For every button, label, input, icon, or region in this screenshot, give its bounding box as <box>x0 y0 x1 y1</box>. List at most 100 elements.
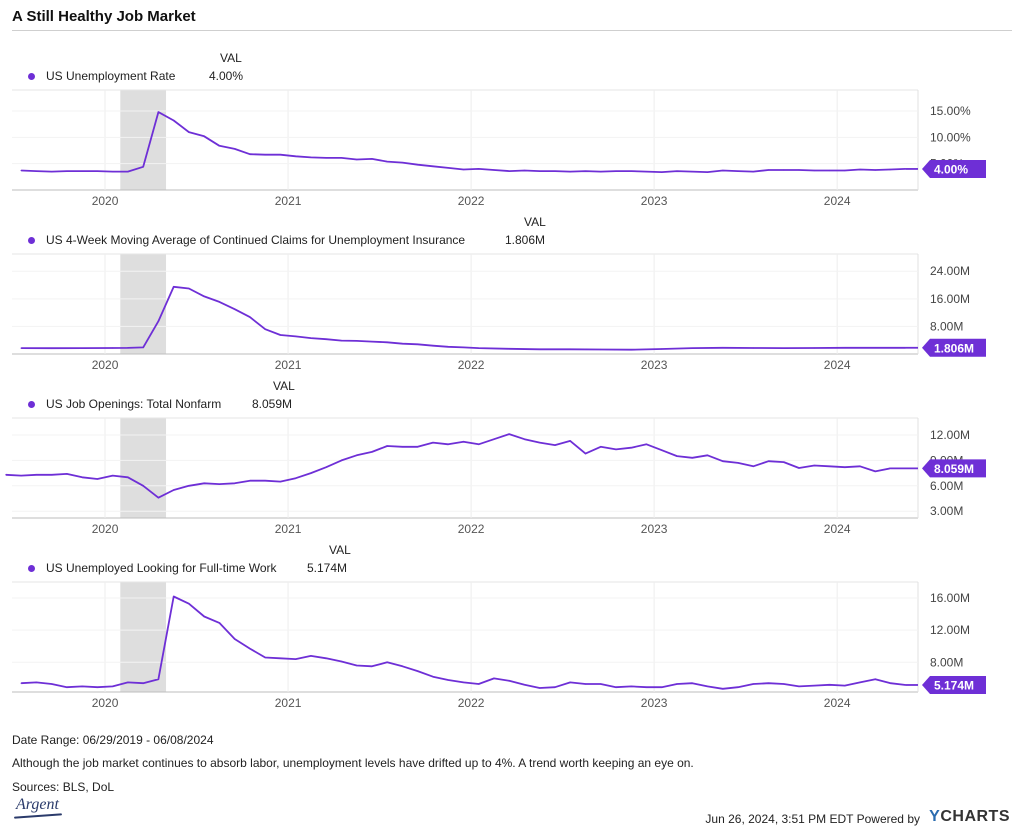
data-point <box>203 295 205 298</box>
data-point <box>722 688 724 690</box>
data-point <box>325 338 327 340</box>
data-point <box>188 485 190 487</box>
data-point <box>249 316 251 318</box>
y-tick-label: 12.00M <box>930 623 970 637</box>
data-point <box>661 686 663 688</box>
data-point <box>234 638 236 640</box>
data-point <box>112 347 114 349</box>
data-point <box>295 155 297 157</box>
data-point <box>767 460 770 462</box>
data-point <box>386 160 388 163</box>
legend-val-header: VAL <box>220 51 242 65</box>
y-tick-label: 10.00% <box>930 130 971 144</box>
y-tick-label: 15.00% <box>930 104 971 118</box>
legend-series-value: 8.059M <box>252 397 293 411</box>
data-point <box>81 476 83 478</box>
end-value-label: 8.059M <box>934 462 974 476</box>
data-point <box>478 443 480 445</box>
legend-val-header: VAL <box>524 215 546 229</box>
data-point <box>142 682 144 684</box>
data-point <box>234 482 236 484</box>
legend-item: US Unemployed Looking for Full-time Work <box>28 561 277 575</box>
chart-panel-unemployment-rate: 2020202120222023202415.00%10.00%5.00%4.0… <box>12 89 1012 208</box>
data-point <box>706 685 709 687</box>
data-point <box>356 158 358 161</box>
data-point <box>630 170 632 172</box>
data-point <box>417 670 419 672</box>
data-point <box>874 678 876 680</box>
data-point <box>676 683 678 685</box>
series-line <box>21 285 906 351</box>
data-point <box>188 287 190 290</box>
data-point <box>325 657 327 659</box>
data-point <box>51 683 53 685</box>
data-point <box>279 334 282 336</box>
data-point <box>493 438 495 440</box>
x-tick-label: 2021 <box>275 696 302 710</box>
x-tick-label: 2023 <box>641 522 668 536</box>
data-point <box>310 337 312 339</box>
end-value-badge <box>922 159 986 178</box>
data-point <box>188 603 190 605</box>
data-point <box>508 170 510 172</box>
data-point <box>127 681 129 683</box>
chart-svg-full-time-seekers: 2020 2021 2022 2023 2024 16.00M 12.00M 8.00M 5.1… <box>12 581 986 710</box>
data-point <box>112 475 114 477</box>
x-tick-label: 2022 <box>458 358 485 372</box>
data-point <box>661 348 663 350</box>
data-point <box>844 347 846 349</box>
data-point <box>752 347 754 349</box>
recession-band <box>120 254 167 354</box>
ycharts-logo[interactable]: YCHARTS <box>929 808 1010 826</box>
data-point <box>173 119 175 122</box>
data-point <box>722 347 724 349</box>
data-point <box>66 473 68 475</box>
data-point <box>325 466 327 468</box>
data-point <box>340 660 343 663</box>
data-point <box>432 676 434 678</box>
data-point <box>798 685 800 687</box>
data-point <box>66 686 68 688</box>
data-point <box>600 683 602 685</box>
x-tick-label: 2020 <box>92 194 119 208</box>
y-tick-label: 6.00M <box>930 479 963 493</box>
data-point <box>20 169 22 172</box>
x-tick-label: 2023 <box>641 696 668 710</box>
y-tick-label: 16.00M <box>930 292 970 306</box>
data-point <box>859 168 861 171</box>
data-point <box>554 686 556 688</box>
data-point <box>325 157 327 159</box>
data-point <box>386 445 388 447</box>
data-point <box>691 347 693 349</box>
ycharts-wordmark: CHARTS <box>940 808 1010 825</box>
data-point <box>828 169 831 172</box>
data-point <box>310 156 312 158</box>
data-point <box>478 347 480 349</box>
data-point <box>20 347 22 349</box>
data-point <box>844 169 846 172</box>
data-point <box>874 169 876 171</box>
timestamp: Jun 26, 2024, 3:51 PM EDT Powered by <box>705 812 920 826</box>
x-tick-label: 2022 <box>458 522 485 536</box>
x-tick-label: 2022 <box>458 696 485 710</box>
x-tick-label: 2024 <box>824 194 851 208</box>
data-point <box>783 347 785 349</box>
data-point <box>112 685 114 687</box>
data-point <box>96 170 99 172</box>
data-point <box>218 301 221 303</box>
data-point <box>310 655 312 657</box>
data-point <box>401 665 404 667</box>
x-tick-label: 2024 <box>824 522 851 536</box>
data-point <box>478 683 480 685</box>
data-point <box>51 474 53 476</box>
data-point <box>691 170 693 173</box>
data-point <box>508 680 510 682</box>
legend-val-header: VAL <box>273 379 295 393</box>
legend-dot-icon <box>28 236 35 244</box>
data-point <box>813 464 815 467</box>
data-point <box>630 685 632 687</box>
data-point <box>783 169 785 171</box>
data-point <box>569 170 571 173</box>
data-point <box>752 683 754 685</box>
data-point <box>234 148 236 150</box>
